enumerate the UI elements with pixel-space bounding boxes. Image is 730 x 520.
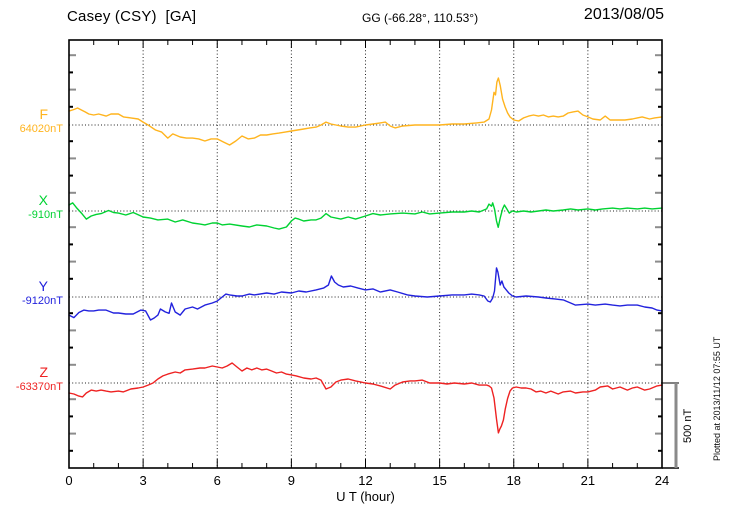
component-label-x: X -910nT bbox=[0, 193, 64, 223]
x-tick-label-18: 18 bbox=[506, 473, 521, 488]
component-label-z: Z -63370nT bbox=[0, 365, 64, 395]
component-letter-z: Z bbox=[39, 364, 48, 380]
plot-date: 2013/08/05 bbox=[583, 6, 664, 23]
plot-frame bbox=[68, 39, 663, 469]
component-baseline-z: -63370nT bbox=[15, 381, 63, 393]
x-tick-label-15: 15 bbox=[432, 473, 447, 488]
trace-X bbox=[68, 202, 663, 230]
scale-bar-label: 500 nT bbox=[682, 408, 694, 444]
x-axis-label: U T (hour) bbox=[336, 489, 395, 504]
x-tick-label-9: 9 bbox=[287, 473, 295, 488]
trace-F bbox=[68, 77, 663, 146]
x-tick-label-12: 12 bbox=[358, 473, 373, 488]
x-tick-label-6: 6 bbox=[213, 473, 221, 488]
plotted-at-note: Plotted at 2013/11/12 07:55 UT bbox=[712, 336, 722, 462]
component-letter-x: X bbox=[38, 192, 48, 208]
component-label-y: Y -9120nT bbox=[0, 279, 64, 309]
x-tick-label-24: 24 bbox=[654, 473, 670, 488]
component-letter-f: F bbox=[39, 106, 48, 122]
component-letter-y: Y bbox=[38, 278, 48, 294]
component-baseline-y: -9120nT bbox=[22, 295, 63, 307]
x-tick-label-3: 3 bbox=[139, 473, 147, 488]
component-baseline-f: 64020nT bbox=[19, 123, 63, 135]
geographic-coordinates: GG (-66.28°, 110.53°) bbox=[362, 11, 479, 25]
page-title: Casey (CSY) [GA] bbox=[67, 8, 197, 25]
x-tick-label-0: 0 bbox=[65, 473, 73, 488]
x-tick-label-21: 21 bbox=[580, 473, 596, 488]
component-baseline-x: -910nT bbox=[28, 209, 63, 221]
trace-Z bbox=[68, 362, 663, 434]
component-label-f: F 64020nT bbox=[0, 107, 64, 137]
trace-Y bbox=[68, 267, 663, 321]
